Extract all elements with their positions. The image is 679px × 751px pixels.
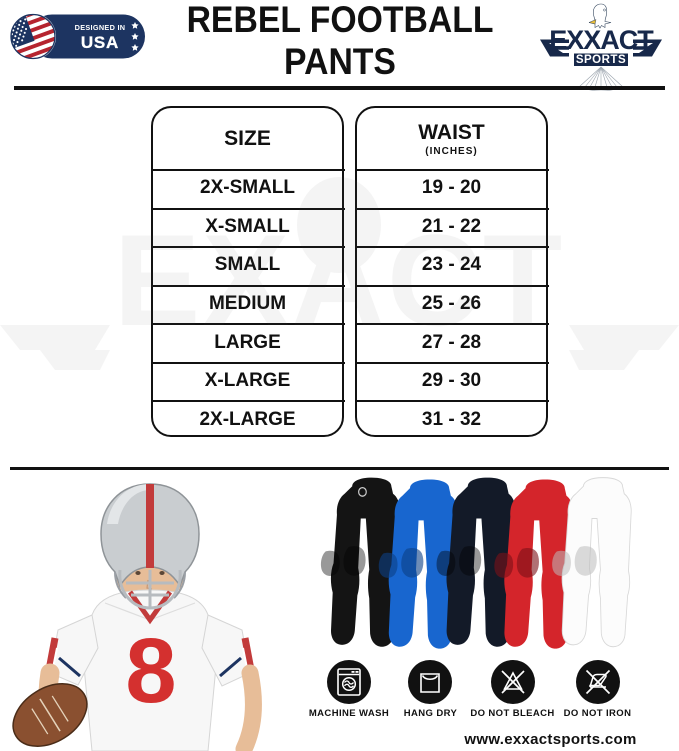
svg-text:USA: USA — [81, 33, 119, 52]
svg-text:8: 8 — [125, 620, 176, 722]
svg-text:SPORTS: SPORTS — [576, 54, 626, 66]
svg-text:DESIGNED IN: DESIGNED IN — [75, 23, 126, 32]
